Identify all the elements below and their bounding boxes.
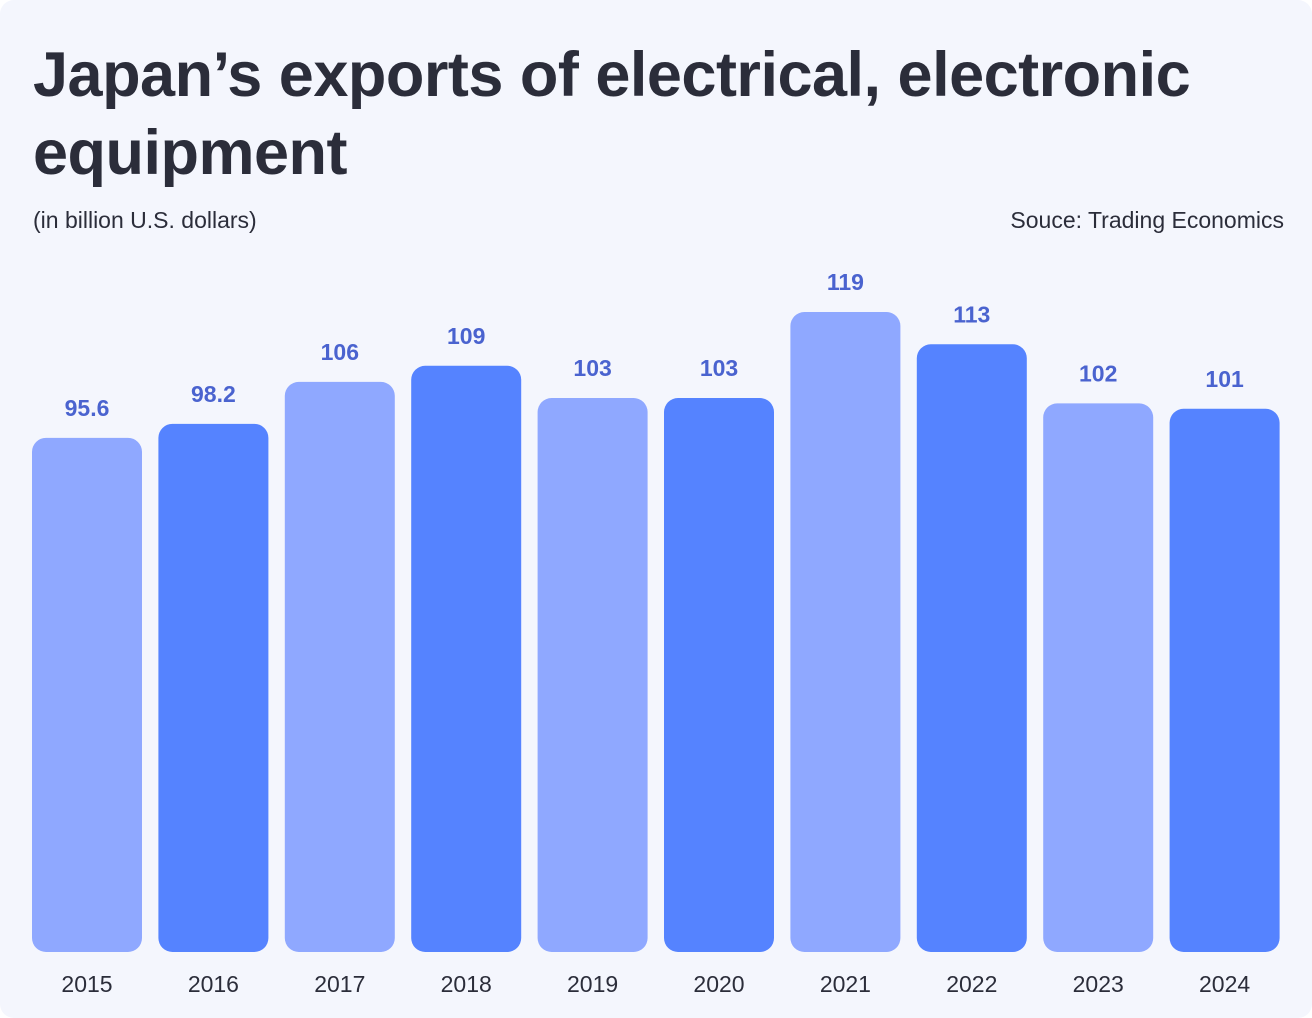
value-label-2024: 101: [1205, 366, 1244, 392]
chart-subtitle: (in billion U.S. dollars): [33, 207, 257, 233]
value-label-2020: 103: [700, 355, 738, 381]
chart-source: Souce: Trading Economics: [1010, 207, 1284, 233]
value-label-2015: 95.6: [65, 395, 110, 421]
category-label-2024: 2024: [1199, 971, 1250, 997]
category-label-2017: 2017: [314, 971, 365, 997]
bar-2016: [158, 423, 269, 952]
category-label-2021: 2021: [820, 971, 871, 997]
bar-2022: [916, 344, 1027, 952]
category-label-2019: 2019: [567, 971, 618, 997]
bar-2024: [1169, 408, 1280, 952]
category-label-2018: 2018: [441, 971, 492, 997]
value-label-2016: 98.2: [191, 381, 236, 407]
bar-2023: [1043, 403, 1154, 952]
bar-2018: [411, 365, 522, 953]
value-label-2019: 103: [573, 355, 611, 381]
bar-2021: [790, 312, 901, 952]
bar-2015: [32, 437, 142, 952]
category-label-2023: 2023: [1073, 971, 1124, 997]
chart-title: Japan’s exports of electrical, electroni…: [33, 40, 1191, 188]
bar-2020: [664, 398, 774, 952]
value-label-2018: 109: [447, 323, 485, 349]
value-label-2021: 119: [827, 269, 864, 295]
value-label-2022: 113: [953, 301, 990, 327]
category-label-2016: 2016: [188, 971, 239, 997]
category-label-2015: 2015: [61, 971, 112, 997]
bar-2019: [537, 398, 648, 952]
value-label-2017: 106: [321, 339, 359, 365]
value-label-2023: 102: [1079, 360, 1117, 386]
category-label-2022: 2022: [946, 971, 997, 997]
category-label-2020: 2020: [693, 971, 744, 997]
bar-2017: [284, 381, 395, 952]
